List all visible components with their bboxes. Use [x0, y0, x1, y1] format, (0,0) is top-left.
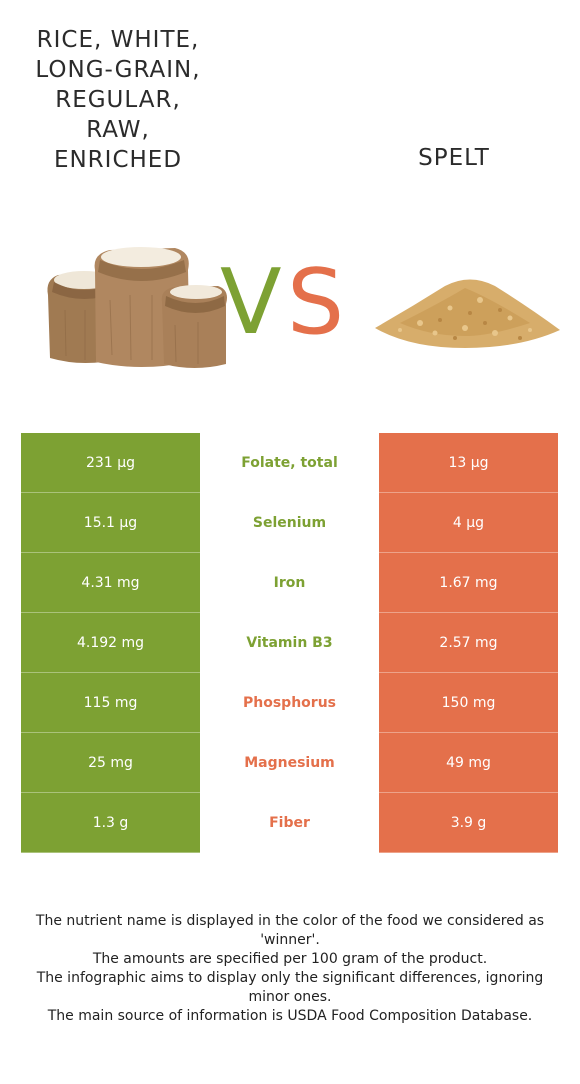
footnote-line: The amounts are specified per 100 gram o… — [92, 951, 488, 967]
vs-letter-v: V — [220, 250, 282, 355]
footnote-line: The infographic aims to display only the… — [36, 970, 544, 1005]
right-value: 150 mg — [379, 672, 558, 733]
right-value: 1.67 mg — [379, 552, 558, 613]
table-row: 4.31 mg Iron 1.67 mg — [21, 552, 558, 613]
left-food-title: RICE, WHITE, LONG-GRAIN, REGULAR, RAW, E… — [35, 27, 201, 173]
table-row: 15.1 µg Selenium 4 µg — [21, 492, 558, 553]
footnote-line: The main source of information is USDA F… — [47, 1008, 533, 1024]
nutrient-comparison-table: 231 µg Folate, total 13 µg 15.1 µg Selenium 4… — [21, 433, 558, 853]
rice-sacks-icon — [47, 247, 227, 368]
right-value: 13 µg — [379, 433, 558, 493]
nutrient-name: Vitamin B3 — [200, 612, 379, 673]
right-food-title: SPELT — [418, 145, 490, 171]
left-value: 115 mg — [21, 672, 200, 733]
table-row: 231 µg Folate, total 13 µg — [21, 433, 558, 493]
footnote-line: The nutrient name is displayed in the co… — [35, 913, 545, 948]
left-value: 1.3 g — [21, 792, 200, 853]
left-value: 15.1 µg — [21, 492, 200, 553]
footnote: The nutrient name is displayed in the co… — [20, 912, 560, 1026]
vs-letter-s: S — [287, 250, 345, 355]
nutrient-name: Selenium — [200, 492, 379, 553]
nutrient-name: Magnesium — [200, 732, 379, 793]
table-row: 25 mg Magnesium 49 mg — [21, 732, 558, 793]
nutrient-name: Fiber — [200, 792, 379, 853]
left-value: 231 µg — [21, 433, 200, 493]
right-value: 4 µg — [379, 492, 558, 553]
right-value: 3.9 g — [379, 792, 558, 853]
nutrient-name: Phosphorus — [200, 672, 379, 733]
nutrient-name: Folate, total — [200, 433, 379, 493]
left-value: 25 mg — [21, 732, 200, 793]
left-value: 4.31 mg — [21, 552, 200, 613]
right-value: 2.57 mg — [379, 612, 558, 673]
table-row: 1.3 g Fiber 3.9 g — [21, 792, 558, 853]
right-value: 49 mg — [379, 732, 558, 793]
table-row: 4.192 mg Vitamin B3 2.57 mg — [21, 612, 558, 673]
nutrient-name: Iron — [200, 552, 379, 613]
left-value: 4.192 mg — [21, 612, 200, 673]
table-row: 115 mg Phosphorus 150 mg — [21, 672, 558, 733]
spelt-grain-pile-icon — [375, 279, 560, 348]
